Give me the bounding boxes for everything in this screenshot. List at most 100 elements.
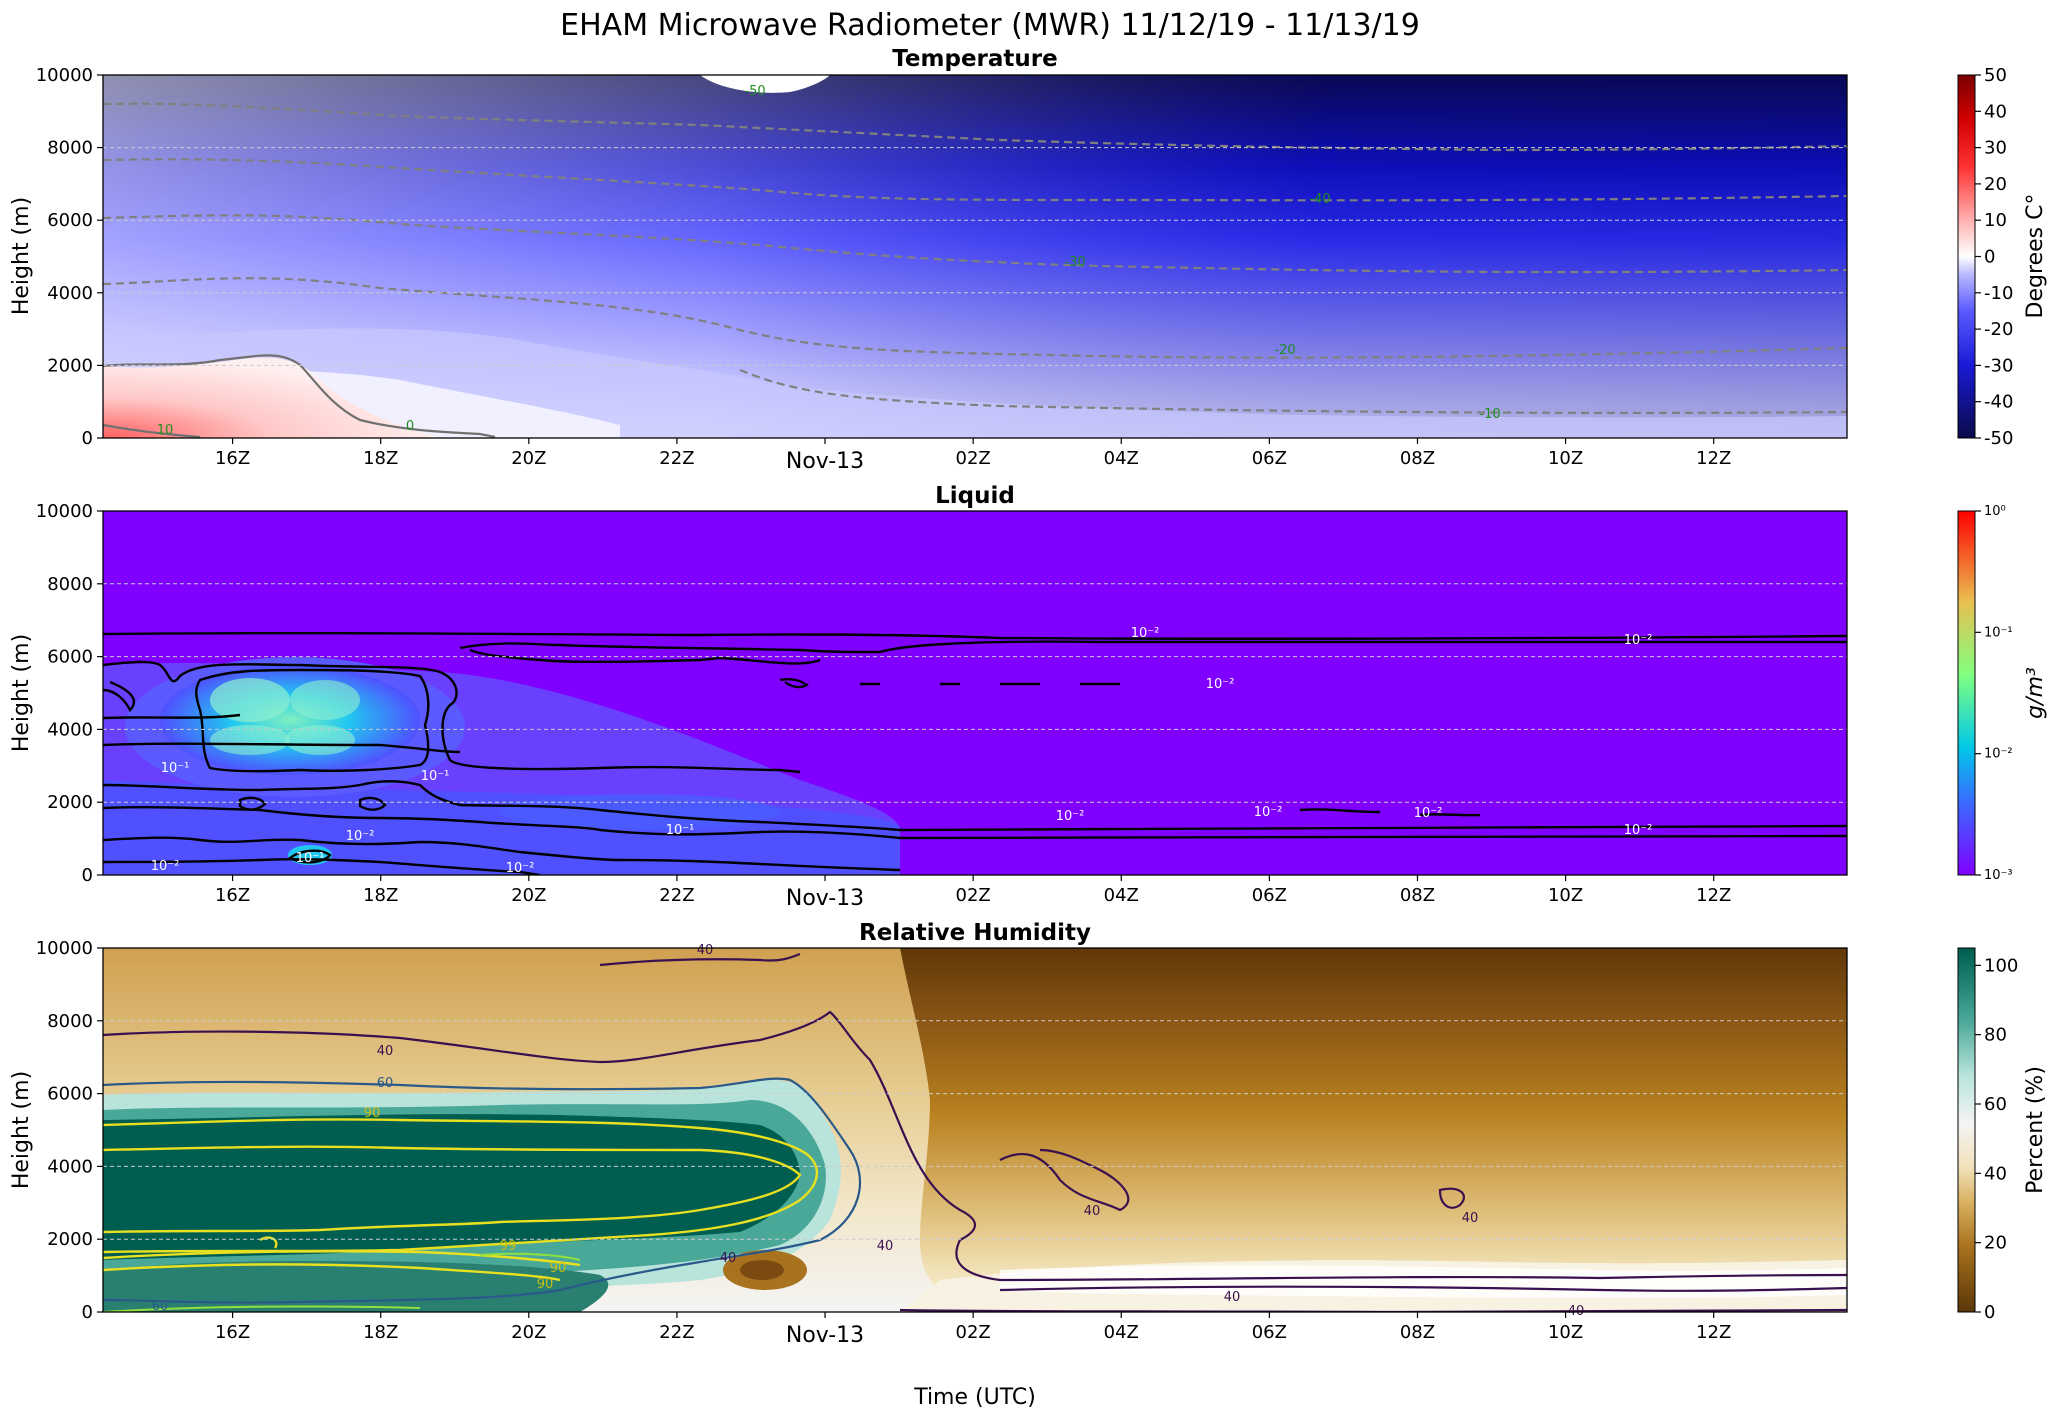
rh-contour-labels: 40 40 40 40 40 40 40 40 60 60 90 90 90 9… (152, 943, 1585, 1319)
x-tick-label: 18Z (363, 448, 398, 469)
svg-text:90: 90 (550, 1261, 567, 1276)
svg-text:10⁻¹: 10⁻¹ (296, 851, 325, 866)
temperature-title: Temperature (892, 46, 1057, 72)
svg-text:40: 40 (1084, 1204, 1101, 1219)
y-tick-label: 6000 (47, 210, 93, 231)
x-tick-label: 22Z (659, 448, 694, 469)
svg-text:10⁻²: 10⁻² (1254, 805, 1283, 820)
svg-text:10⁻¹: 10⁻¹ (666, 823, 695, 838)
x-tick-label: 16Z (215, 448, 250, 469)
temperature-ylabel: Height (m) (9, 197, 34, 315)
x-tick-label: 10Z (1548, 448, 1583, 469)
colorbar-tick-label: 20 (1984, 174, 2007, 195)
svg-text:40: 40 (377, 1044, 394, 1059)
x-tick-label: 12Z (1696, 885, 1731, 906)
x-tick-label: Nov-13 (786, 449, 864, 474)
svg-text:-40: -40 (1309, 192, 1330, 207)
x-tick-label: 06Z (1252, 1322, 1287, 1343)
x-tick-label: 08Z (1400, 1322, 1435, 1343)
svg-text:10⁻¹: 10⁻¹ (421, 769, 450, 784)
x-tick-label: 04Z (1104, 1322, 1139, 1343)
rh-y-ticks: 0 2000 4000 6000 8000 10000 (36, 938, 103, 1323)
svg-text:40: 40 (1462, 1211, 1479, 1226)
svg-text:10⁻²: 10⁻² (1131, 626, 1160, 641)
colorbar-tick-label: 10⁻¹ (1984, 625, 2013, 640)
svg-text:10⁻²: 10⁻² (506, 861, 535, 876)
svg-text:-20: -20 (1274, 343, 1295, 358)
y-tick-label: 2000 (47, 355, 93, 376)
liquid-title: Liquid (935, 483, 1015, 509)
y-tick-label: 4000 (47, 719, 93, 740)
x-tick-label: 06Z (1252, 885, 1287, 906)
x-tick-label: 18Z (363, 1322, 398, 1343)
x-tick-label: 10Z (1548, 1322, 1583, 1343)
y-tick-label: 4000 (47, 1156, 93, 1177)
y-tick-label: 10000 (36, 65, 93, 86)
colorbar-tick-label: 50 (1984, 65, 2007, 86)
y-tick-label: 2000 (47, 1229, 93, 1250)
svg-text:90: 90 (364, 1106, 381, 1121)
liquid-grid (103, 583, 1847, 803)
svg-text:0: 0 (406, 419, 414, 434)
svg-text:10: 10 (157, 423, 174, 438)
x-tick-label: 02Z (956, 448, 991, 469)
svg-text:10⁻²: 10⁻² (151, 859, 180, 874)
y-tick-label: 8000 (47, 574, 93, 595)
xlabel: Time (UTC) (913, 1385, 1036, 1410)
liquid-field (103, 511, 1847, 875)
liquid-colorbar: 10⁰ 10⁻¹ 10⁻² 10⁻³ g/m³ (1957, 504, 2048, 883)
y-tick-label: 4000 (47, 283, 93, 304)
svg-text:-50: -50 (744, 84, 765, 99)
svg-text:10⁻²: 10⁻² (1624, 633, 1653, 648)
temperature-contour-labels: -50 -40 -30 -20 -10 0 10 (157, 84, 1501, 438)
x-tick-label: 20Z (511, 885, 546, 906)
liquid-colorbar-label: g/m³ (2023, 667, 2048, 719)
rh-grid (103, 1020, 1847, 1240)
temperature-x-ticks: 16Z 18Z 20Z 22Z Nov-13 02Z 04Z 06Z 08Z 10Z 12Z (215, 438, 1731, 474)
temperature-y-ticks: 0 2000 4000 6000 8000 10000 (36, 65, 103, 449)
colorbar-tick-label: 10⁰ (1984, 504, 2006, 519)
x-tick-label: 08Z (1400, 885, 1435, 906)
colorbar-tick-label: 80 (1984, 1025, 2007, 1046)
svg-text:10⁻²: 10⁻² (346, 829, 375, 844)
svg-text:90: 90 (537, 1277, 554, 1292)
colorbar-tick-label: 20 (1984, 1233, 2007, 1254)
colorbar-tick-label: 10⁻³ (1984, 868, 2013, 883)
svg-text:60: 60 (152, 1299, 169, 1314)
colorbar-tick-label: 30 (1984, 138, 2007, 159)
y-tick-label: 0 (82, 428, 93, 449)
svg-text:10⁻²: 10⁻² (1206, 677, 1235, 692)
x-tick-label: 18Z (363, 885, 398, 906)
x-tick-label: 16Z (215, 1322, 250, 1343)
liquid-x-ticks: 16Z 18Z 20Z 22Z Nov-13 02Z 04Z 06Z 08Z 10Z 12Z (215, 875, 1731, 911)
svg-text:10⁻¹: 10⁻¹ (161, 761, 190, 776)
colorbar-tick-label: -30 (1984, 355, 2013, 376)
x-tick-label: Nov-13 (786, 886, 864, 911)
colorbar-tick-label: -10 (1984, 283, 2013, 304)
x-tick-label: 04Z (1104, 885, 1139, 906)
svg-text:60: 60 (377, 1076, 394, 1091)
y-tick-label: 10000 (36, 501, 93, 522)
svg-text:10⁻²: 10⁻² (1056, 809, 1085, 824)
colorbar-tick-label: -40 (1984, 392, 2013, 413)
colorbar-tick-label: -20 (1984, 319, 2013, 340)
x-tick-label: 10Z (1548, 885, 1583, 906)
colorbar-tick-label: -50 (1984, 428, 2013, 449)
y-tick-label: 0 (82, 865, 93, 886)
colorbar-tick-label: 0 (1984, 1302, 1995, 1323)
x-tick-label: 20Z (511, 448, 546, 469)
svg-text:40: 40 (697, 943, 714, 958)
figure-title: EHAM Microwave Radiometer (MWR) 11/12/19… (560, 8, 1420, 43)
rh-ylabel: Height (m) (9, 1071, 34, 1189)
x-tick-label: 06Z (1252, 448, 1287, 469)
rh-panel: Relative Humidity (9, 920, 2048, 1348)
x-tick-label: Nov-13 (786, 1323, 864, 1348)
svg-text:40: 40 (877, 1239, 894, 1254)
x-tick-label: 08Z (1400, 448, 1435, 469)
y-tick-label: 6000 (47, 1084, 93, 1105)
liquid-y-ticks: 0 2000 4000 6000 8000 10000 (36, 501, 103, 886)
rh-title: Relative Humidity (859, 920, 1091, 946)
colorbar-tick-label: 0 (1984, 247, 1995, 268)
svg-text:10⁻²: 10⁻² (1624, 823, 1653, 838)
